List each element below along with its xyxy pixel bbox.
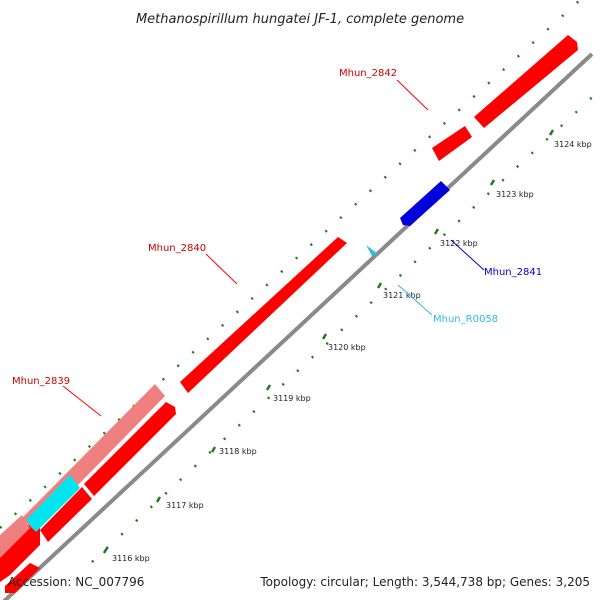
tick-label-3117: 3117 kbp xyxy=(166,501,204,510)
leader-line-mhun-2840 xyxy=(205,253,238,285)
major-tick xyxy=(155,496,162,503)
gene-mhun-2839-inner-b[interactable] xyxy=(84,402,176,496)
label-mhun-2842: Mhun_2842 xyxy=(339,68,397,79)
accession-text: Accession: NC_007796 xyxy=(8,575,144,589)
tick-labels: 3116 kbp 3117 kbp 3118 kbp 3119 kbp 3120… xyxy=(112,140,592,563)
genome-backbone xyxy=(2,52,594,600)
tick-label-3116: 3116 kbp xyxy=(112,554,150,563)
major-tick xyxy=(489,179,496,186)
major-tick xyxy=(321,333,328,340)
gene-mhun-2842-b[interactable] xyxy=(474,35,578,128)
leader-line-mhun-2841 xyxy=(450,239,485,271)
label-mhun-2839: Mhun_2839 xyxy=(12,376,70,387)
gene-labels: Mhun_2839 Mhun_2840 Mhun_2841 Mhun_R0058… xyxy=(12,68,542,417)
major-tick xyxy=(102,547,109,554)
leader-line-mhun-2842 xyxy=(396,79,429,111)
gene-feature-partial[interactable] xyxy=(0,520,40,582)
tick-label-3123: 3123 kbp xyxy=(496,190,534,199)
major-tick xyxy=(265,384,272,391)
gene-mhun-2840[interactable] xyxy=(180,237,347,393)
upper-tick-row xyxy=(0,0,581,529)
tick-label-3119: 3119 kbp xyxy=(273,394,311,403)
leader-line-mhun-2839 xyxy=(62,385,102,417)
gene-feature-small[interactable] xyxy=(5,563,40,593)
gene-feature-partial-pink[interactable] xyxy=(0,515,30,558)
major-ticks xyxy=(102,129,555,554)
major-tick xyxy=(433,228,440,235)
gene-mhun-2841[interactable] xyxy=(400,181,450,226)
major-tick xyxy=(376,282,383,289)
tick-label-3120: 3120 kbp xyxy=(328,343,366,352)
diagram-title: Methanospirillum hungatei JF-1, complete… xyxy=(136,12,464,27)
lower-tick-row xyxy=(91,89,600,563)
tick-label-3122: 3122 kbp xyxy=(440,239,478,248)
tick-label-3118: 3118 kbp xyxy=(219,447,257,456)
trna-mhun-r0058[interactable] xyxy=(366,245,378,256)
tick-label-3124: 3124 kbp xyxy=(554,140,592,149)
label-mhun-2841: Mhun_2841 xyxy=(484,267,542,278)
major-tick xyxy=(548,129,555,136)
tick-label-3121: 3121 kbp xyxy=(383,291,421,300)
major-tick xyxy=(210,446,217,453)
leader-line-mhun-r0058 xyxy=(397,284,433,316)
rna-feature-cyan[interactable] xyxy=(26,475,80,532)
label-mhun-r0058: Mhun_R0058 xyxy=(433,314,498,325)
label-mhun-2840: Mhun_2840 xyxy=(148,243,206,254)
gene-mhun-2842-a[interactable] xyxy=(432,126,472,161)
gene-mhun-2839-inner-a[interactable] xyxy=(40,487,92,542)
topology-summary: Topology: circular; Length: 3,544,738 bp… xyxy=(259,575,590,589)
